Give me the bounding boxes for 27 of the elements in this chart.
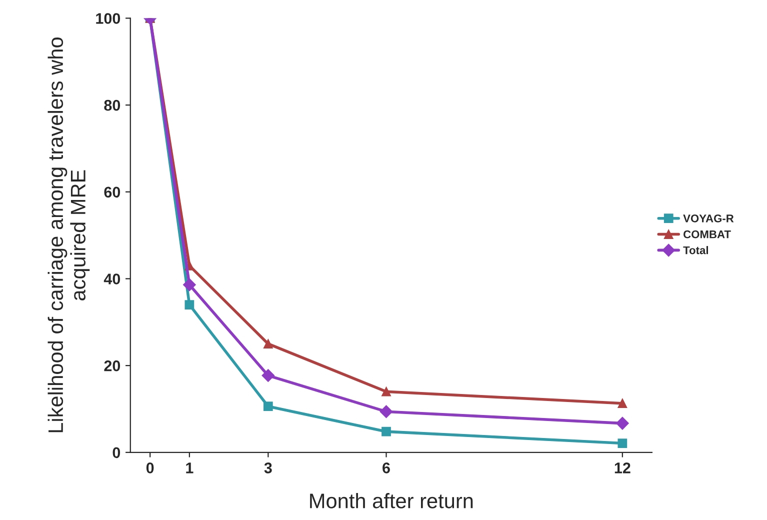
x-tick-label: 3 <box>264 462 272 474</box>
y-tick-label: 100 <box>96 13 120 24</box>
point <box>184 300 194 310</box>
point <box>618 438 628 448</box>
point <box>380 405 393 418</box>
legend-label: VOYAG-R <box>683 214 734 222</box>
x-axis-title: Month after return <box>310 493 473 508</box>
y-axis-title: Likelihood of carriage among travelers who acquired MRE <box>48 38 90 432</box>
legend-label: COMBAT <box>684 230 731 238</box>
point <box>616 416 629 430</box>
x-tick-label: 0 <box>146 462 154 474</box>
point <box>183 278 196 292</box>
legend-label: Total <box>683 246 708 254</box>
x-tick-label: 1 <box>186 462 194 474</box>
x-tick-label: 12 <box>614 462 630 474</box>
y-tick-label: 60 <box>104 186 120 198</box>
y-tick-label: 20 <box>104 360 120 372</box>
y-tick-label: 40 <box>104 274 120 284</box>
point <box>382 426 391 436</box>
x-tick-label: 6 <box>382 462 390 474</box>
point <box>618 398 628 408</box>
point <box>262 369 275 382</box>
y-tick-label: 80 <box>104 100 120 111</box>
point <box>263 339 273 349</box>
point <box>263 402 273 412</box>
point <box>382 386 391 396</box>
y-tick-label: 0 <box>112 447 120 458</box>
